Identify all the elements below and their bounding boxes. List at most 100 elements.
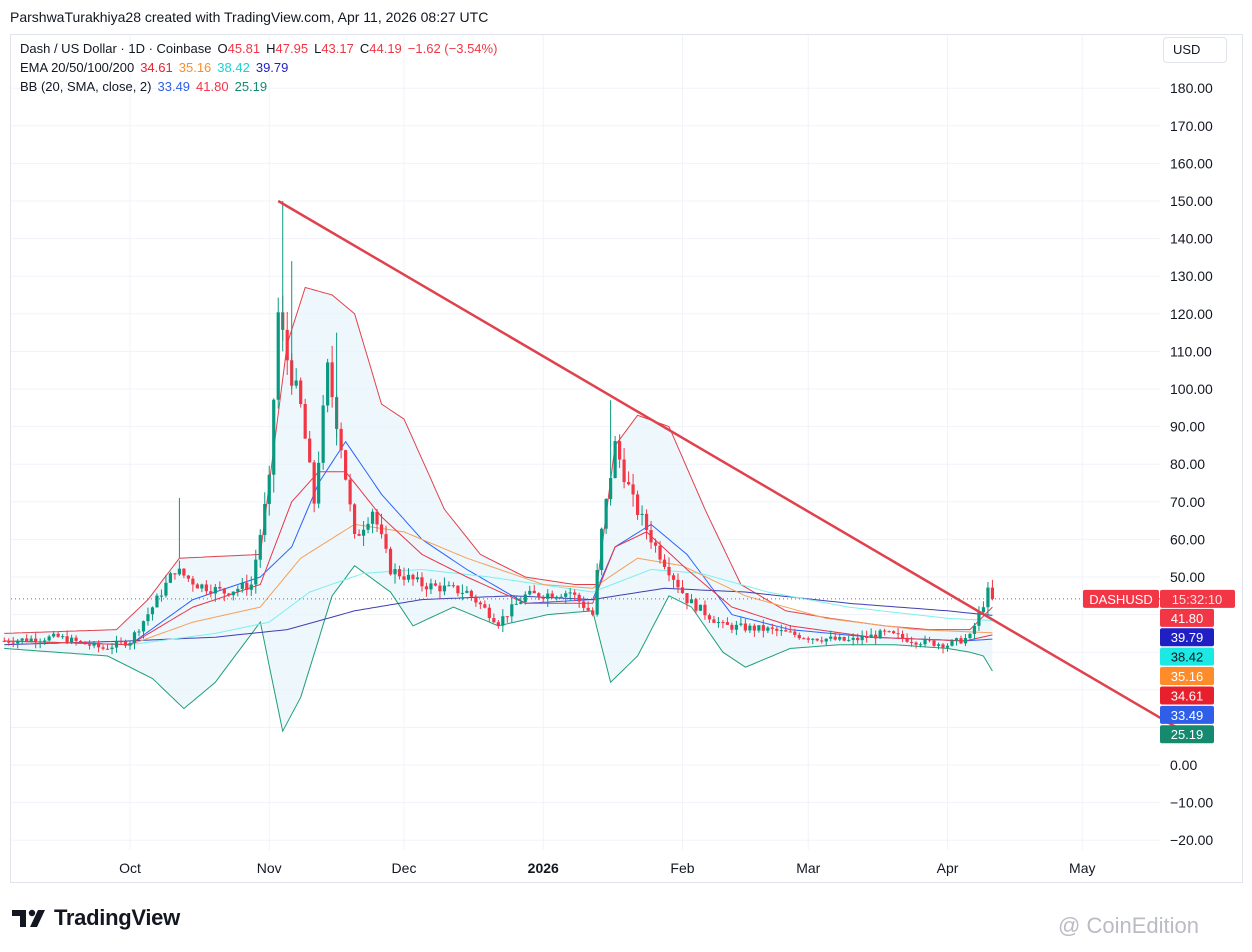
candle-body: [384, 534, 388, 549]
candle-body: [168, 573, 173, 583]
candle-body: [514, 603, 518, 605]
candle: [662, 554, 667, 570]
candle-body: [29, 638, 33, 642]
currency-selector[interactable]: USD: [1163, 37, 1227, 63]
candle-body: [568, 592, 572, 594]
x-tick-label: Nov: [257, 860, 282, 876]
symbol-tag-label: DASHUSD: [1089, 592, 1153, 607]
descending-trendline: [277, 199, 1178, 729]
candle: [317, 451, 321, 509]
candle-body: [245, 582, 249, 590]
candle: [658, 541, 662, 564]
candle: [766, 626, 770, 634]
candle-body: [308, 438, 312, 463]
candle: [784, 626, 788, 632]
candle-body: [357, 533, 361, 536]
x-tick-label: Apr: [937, 860, 959, 876]
indicator-tag-label: 35.16: [1171, 669, 1204, 684]
candle-body: [285, 329, 289, 361]
candle-body: [474, 596, 478, 603]
candle-body: [258, 534, 262, 560]
candle: [487, 604, 491, 622]
indicator-tag-label: 39.79: [1171, 630, 1204, 645]
candle-body: [932, 640, 936, 646]
candle: [600, 527, 604, 576]
legend-open-value: 45.81: [227, 41, 261, 56]
candle: [963, 634, 968, 647]
candle-body: [883, 630, 887, 632]
candle: [685, 593, 689, 610]
candle-body: [43, 640, 47, 642]
candle-body: [101, 647, 105, 649]
legend-ema200-value: 39.79: [255, 60, 289, 75]
candle-body: [635, 494, 640, 515]
candle-body: [110, 647, 114, 650]
candle: [101, 644, 105, 651]
candle: [303, 398, 307, 439]
y-tick-label: 160.00: [1170, 155, 1213, 171]
candle: [370, 508, 375, 534]
candle-body: [87, 644, 92, 646]
candle-body: [16, 640, 20, 644]
y-tick-label: 50.00: [1170, 569, 1205, 585]
candle-body: [505, 616, 509, 618]
indicator-tag-bg: [1160, 647, 1214, 666]
candle-body: [878, 630, 882, 639]
candle: [492, 613, 496, 623]
candle-body: [972, 625, 977, 634]
candle: [779, 624, 783, 636]
chart-frame[interactable]: [10, 34, 1243, 883]
candle-body: [546, 593, 550, 599]
candle: [734, 620, 738, 636]
ema20-line: [4, 471, 993, 646]
candle: [92, 641, 96, 649]
tradingview-logo[interactable]: TradingView: [12, 905, 180, 931]
candle: [132, 630, 137, 650]
candle: [34, 632, 38, 649]
candle-body: [703, 604, 707, 616]
candle: [267, 465, 271, 516]
candle-body: [141, 621, 146, 632]
candle-body: [272, 399, 276, 475]
candle-body: [815, 638, 819, 641]
indicator-tag-bg: [1160, 667, 1214, 686]
candle: [528, 585, 532, 596]
candle-body: [640, 513, 644, 515]
candle-body: [743, 623, 747, 631]
candle-body: [299, 380, 303, 405]
candle-body: [447, 585, 451, 587]
candle-body: [34, 638, 38, 643]
candle-body: [564, 593, 568, 597]
candle: [667, 557, 671, 582]
candle: [595, 563, 599, 617]
indicator-tag-bg: [1160, 608, 1214, 627]
candle-body: [204, 584, 208, 592]
candle-body: [649, 530, 653, 543]
candle-body: [748, 625, 752, 631]
candle-body: [105, 648, 110, 650]
candle: [851, 633, 855, 646]
candle: [20, 638, 24, 644]
candle: [694, 597, 698, 614]
legend-change: −1.62 (−3.54%): [407, 41, 498, 56]
candle-body: [150, 607, 155, 615]
candle: [456, 585, 460, 597]
candle-body: [896, 633, 900, 635]
candle: [254, 549, 258, 594]
candle: [501, 609, 505, 633]
candle-body: [936, 644, 941, 646]
candle-body: [573, 592, 577, 595]
candle: [110, 643, 114, 655]
candle: [559, 593, 563, 598]
candle-body: [317, 462, 321, 504]
candle-body: [177, 568, 182, 575]
candle: [968, 632, 972, 640]
candle-body: [155, 595, 159, 608]
candle-body: [191, 578, 195, 585]
candle-body: [900, 633, 905, 638]
candle-body: [128, 643, 132, 646]
candle: [640, 505, 644, 526]
candle-body: [460, 592, 464, 594]
candle: [361, 520, 366, 546]
